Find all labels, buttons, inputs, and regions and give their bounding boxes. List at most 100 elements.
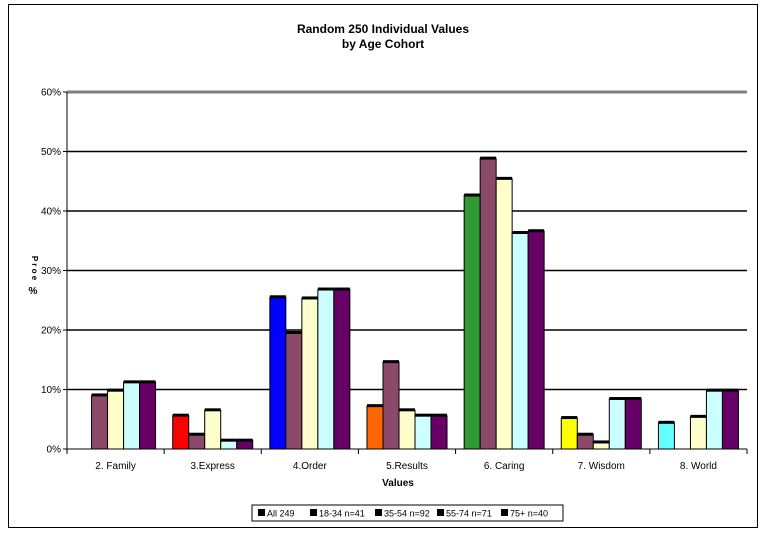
bar-3-3 (414, 415, 432, 450)
legend: All 249 18-34 n=41 35-54 n=92 55-74 n=71 75+… (251, 504, 564, 522)
bar-5-0 (560, 417, 578, 450)
bar-4-4 (527, 230, 545, 450)
bar-3-0 (366, 405, 384, 450)
x-tick-label: 6. Caring (484, 461, 525, 472)
bar-cap-0-3 (123, 380, 140, 384)
bar-2-2 (301, 297, 319, 450)
bar-1-1 (188, 434, 206, 450)
bar-5-3 (608, 398, 626, 450)
legend-label: 75+ n=40 (510, 509, 548, 519)
bar-cap-4-2 (496, 176, 513, 180)
x-tick-label: 2. Family (95, 461, 136, 472)
y-tick-label: 40% (41, 207, 61, 218)
chart-title: Random 250 Individual Values (297, 22, 469, 36)
legend-label: 18-34 n=41 (319, 509, 365, 519)
bar-cap-6-0 (658, 420, 675, 424)
axes: 0% 10% 20% 30% 40% 50% 60% 2. Family 3.Express 4.… (41, 88, 748, 472)
bar-3-2 (398, 409, 416, 450)
grid-lines (67, 90, 747, 391)
bar-3-1 (382, 361, 400, 450)
bar-cap-4-1 (480, 156, 497, 160)
x-tick-label: 4.Order (293, 461, 328, 472)
bar-0-3 (123, 381, 141, 450)
bar-1-0 (172, 415, 190, 450)
bar-cap-1-1 (188, 432, 205, 436)
bar-cap-3-3 (415, 413, 431, 417)
bar-cap-5-3 (609, 397, 626, 401)
bar-5-1 (576, 434, 594, 450)
bar-0-1 (91, 394, 109, 450)
bar-cap-1-0 (172, 413, 189, 417)
bar-cap-5-1 (577, 432, 594, 436)
bar-2-0 (269, 296, 287, 450)
bar-6-4 (721, 390, 739, 450)
bar-cap-0-2 (107, 388, 124, 392)
x-tick-label: 3.Express (190, 461, 234, 472)
bar-0-4 (139, 381, 157, 450)
legend-swatch (437, 509, 444, 516)
bar-cap-4-0 (464, 193, 481, 197)
bar-1-2 (204, 409, 222, 450)
bar-cap-2-2 (301, 296, 318, 300)
bar-cap-6-4 (722, 388, 739, 392)
bar-4-2 (495, 178, 513, 450)
legend-box (251, 504, 564, 522)
bar-6-2 (689, 416, 707, 450)
bar-cap-3-4 (431, 413, 447, 417)
bar-cap-5-0 (561, 416, 578, 420)
bar-cap-1-3 (220, 438, 237, 442)
bar-cap-3-0 (367, 404, 383, 408)
bar-cap-2-3 (317, 287, 334, 291)
legend-label: 55-74 n=71 (446, 509, 492, 519)
bar-cap-3-1 (383, 360, 399, 364)
bar-cap-0-4 (139, 380, 156, 384)
y-tick-label: 20% (41, 326, 61, 337)
bar-6-0 (657, 422, 675, 450)
bar-cap-2-0 (269, 295, 286, 299)
bar-cap-3-2 (399, 408, 415, 412)
bar-cap-2-1 (285, 330, 302, 334)
y-axis-title-unit: % (29, 286, 38, 297)
bar-cap-5-4 (625, 397, 642, 401)
bar-4-3 (511, 232, 529, 450)
bar-0-2 (107, 390, 125, 450)
bar-2-1 (285, 332, 303, 450)
legend-swatch (501, 509, 508, 516)
y-tick-label: 0% (47, 445, 62, 456)
chart-subtitle: by Age Cohort (342, 37, 424, 51)
bar-5-4 (624, 398, 642, 450)
bar-2-3 (317, 289, 335, 450)
x-tick-label: 8. World (680, 461, 717, 472)
x-tick-label: 5.Results (386, 461, 428, 472)
x-tick-label: 7. Wisdom (578, 461, 625, 472)
bar-1-3 (220, 440, 238, 450)
bar-1-4 (236, 440, 254, 450)
y-tick-label: 30% (41, 266, 61, 277)
bar-2-4 (333, 289, 351, 450)
bar-4-0 (463, 195, 481, 450)
y-tick-label: 50% (41, 147, 61, 158)
bar-cap-6-3 (706, 388, 723, 392)
x-axis-title: Values (382, 478, 414, 489)
bar-cap-6-2 (690, 414, 707, 418)
legend-swatch (258, 509, 265, 516)
y-axis-title-stacked: P r o e (30, 256, 39, 281)
bar-cap-1-4 (236, 438, 253, 442)
bar-4-1 (479, 158, 497, 450)
bar-cap-5-2 (593, 440, 610, 444)
y-tick-label: 10% (41, 385, 61, 396)
bar-3-4 (430, 415, 448, 450)
legend-label: All 249 (267, 509, 295, 519)
legend-swatch (375, 509, 382, 516)
y-tick-label: 60% (41, 88, 61, 99)
legend-swatch (310, 509, 317, 516)
bar-cap-2-4 (333, 287, 350, 291)
bar-cap-4-3 (512, 231, 529, 235)
bar-6-3 (705, 390, 723, 450)
bar-cap-1-2 (204, 408, 221, 412)
legend-label: 35-54 n=92 (384, 509, 430, 519)
bars (91, 156, 739, 450)
y-axis-title: P r o e % (29, 256, 39, 297)
bar-cap-0-1 (91, 393, 108, 397)
